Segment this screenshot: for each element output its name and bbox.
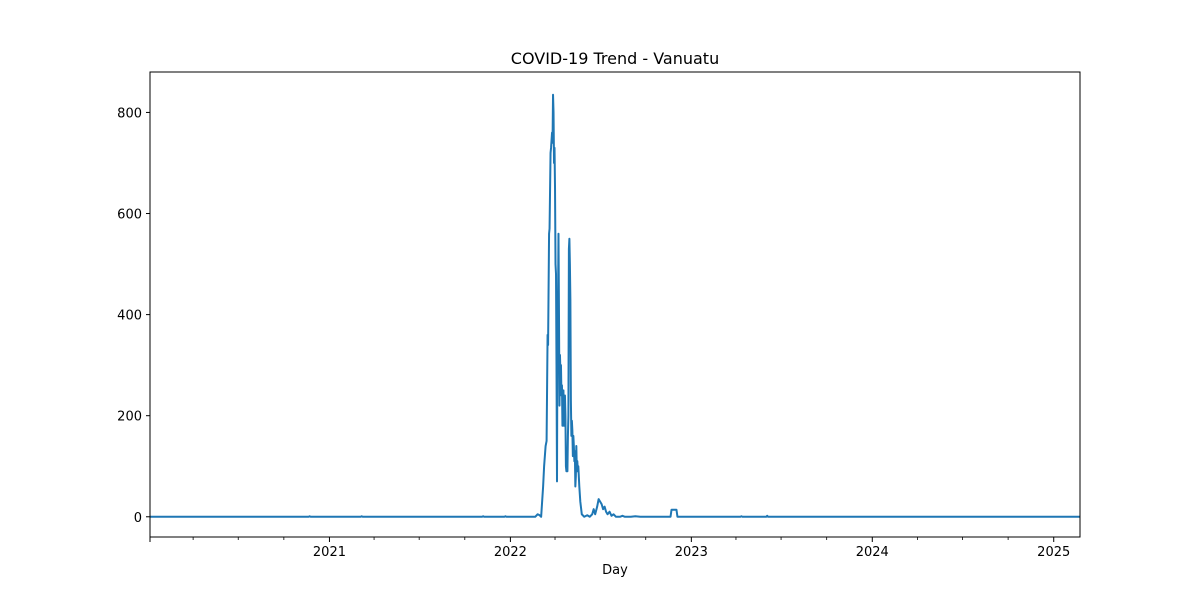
y-tick-label: 0	[134, 511, 142, 526]
series-line-0	[150, 93, 1080, 518]
y-tick-label: 400	[117, 309, 142, 324]
x-axis-ticks: 2021 2022 2023 2024 2025	[149, 537, 1070, 560]
x-tick-label: 2024	[856, 545, 889, 560]
plot-frame	[149, 71, 1081, 538]
x-tick-label: 2021	[313, 545, 346, 560]
y-tick-label: 200	[117, 410, 142, 425]
chart-title: COVID-19 Trend - Vanuatu	[511, 49, 719, 68]
y-tick-label: 600	[117, 208, 142, 223]
y-axis-ticks: 0 200 400 600 800	[117, 106, 150, 526]
y-tick-label: 800	[117, 106, 142, 121]
x-tick-label: 2022	[494, 545, 527, 560]
plot-line-layer	[150, 93, 1080, 518]
x-tick-label: 2023	[675, 545, 708, 560]
x-axis-label: Day	[602, 563, 628, 578]
x-tick-label: 2025	[1037, 545, 1070, 560]
